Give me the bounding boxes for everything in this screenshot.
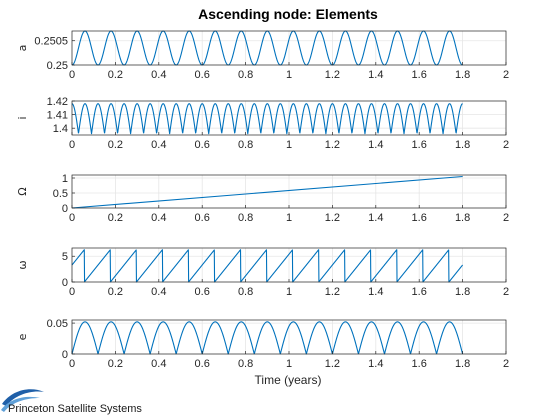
x-tick-label-a-7: 1.4 xyxy=(368,69,383,81)
x-tick-label-omega-5: 1 xyxy=(286,286,292,298)
x-tick-label-omega-cap-4: 0.8 xyxy=(238,212,253,224)
x-tick-label-omega-cap-0: 0 xyxy=(69,212,75,224)
y-tick-label-omega-cap-2: 1 xyxy=(62,173,68,185)
y-axis-label-omega: ω xyxy=(16,260,29,269)
y-tick-label-omega-1: 5 xyxy=(62,251,68,263)
x-tick-label-e-9: 1.8 xyxy=(455,358,470,370)
figure-title: Ascending node: Elements xyxy=(198,6,378,22)
y-tick-label-e-0: 0 xyxy=(62,349,68,361)
x-tick-label-a-5: 1 xyxy=(286,69,292,81)
x-tick-label-omega-cap-6: 1.2 xyxy=(325,212,340,224)
y-tick-label-omega-cap-0: 0 xyxy=(62,203,68,215)
y-tick-label-e-1: 0.05 xyxy=(47,318,68,330)
x-tick-label-omega-3: 0.6 xyxy=(195,286,210,298)
x-tick-label-omega-10: 2 xyxy=(503,286,509,298)
x-tick-label-a-4: 0.8 xyxy=(238,69,253,81)
y-axis-label-e: e xyxy=(16,333,29,340)
x-tick-label-e-1: 0.2 xyxy=(108,358,123,370)
x-tick-label-e-7: 1.4 xyxy=(368,358,383,370)
x-tick-label-a-0: 0 xyxy=(69,69,75,81)
x-tick-label-omega-9: 1.8 xyxy=(455,286,470,298)
x-axis-label: Time (years) xyxy=(255,373,322,387)
y-tick-label-a-1: 0.2505 xyxy=(34,36,68,48)
x-tick-label-omega-cap-7: 1.4 xyxy=(368,212,383,224)
x-tick-label-i-8: 1.6 xyxy=(412,139,427,151)
y-axis-label-a: a xyxy=(16,45,29,52)
x-tick-label-omega-7: 1.4 xyxy=(368,286,383,298)
x-tick-label-i-9: 1.8 xyxy=(455,139,470,151)
x-tick-label-a-2: 0.4 xyxy=(151,69,166,81)
x-tick-label-omega-cap-10: 2 xyxy=(503,212,509,224)
x-tick-label-e-0: 0 xyxy=(69,358,75,370)
x-tick-label-omega-cap-2: 0.4 xyxy=(151,212,166,224)
x-tick-label-i-0: 0 xyxy=(69,139,75,151)
x-tick-label-i-1: 0.2 xyxy=(108,139,123,151)
x-tick-label-omega-cap-9: 1.8 xyxy=(455,212,470,224)
x-tick-label-omega-8: 1.6 xyxy=(412,286,427,298)
x-tick-label-a-6: 1.2 xyxy=(325,69,340,81)
x-tick-label-i-3: 0.6 xyxy=(195,139,210,151)
y-tick-label-omega-0: 0 xyxy=(62,277,68,289)
x-tick-label-e-10: 2 xyxy=(503,358,509,370)
x-tick-label-omega-cap-5: 1 xyxy=(286,212,292,224)
x-tick-label-omega-0: 0 xyxy=(69,286,75,298)
x-tick-label-a-1: 0.2 xyxy=(108,69,123,81)
x-tick-label-a-10: 2 xyxy=(503,69,509,81)
x-tick-label-i-4: 0.8 xyxy=(238,139,253,151)
y-axis-label-omega-cap: Ω xyxy=(16,187,29,195)
logo-text: Princeton Satellite Systems xyxy=(8,403,142,415)
x-tick-label-i-10: 2 xyxy=(503,139,509,151)
y-tick-label-i-2: 1.42 xyxy=(47,96,68,108)
x-tick-label-e-3: 0.6 xyxy=(195,358,210,370)
x-tick-label-i-6: 1.2 xyxy=(325,139,340,151)
x-tick-label-e-8: 1.6 xyxy=(412,358,427,370)
x-tick-label-e-5: 1 xyxy=(286,358,292,370)
y-tick-label-a-0: 0.25 xyxy=(47,60,68,72)
x-tick-label-omega-4: 0.8 xyxy=(238,286,253,298)
y-tick-label-i-1: 1.41 xyxy=(47,110,68,122)
x-tick-label-omega-6: 1.2 xyxy=(325,286,340,298)
x-tick-label-omega-cap-8: 1.6 xyxy=(412,212,427,224)
y-tick-label-omega-cap-1: 0.5 xyxy=(53,188,68,200)
x-tick-label-e-2: 0.4 xyxy=(151,358,166,370)
x-tick-label-a-9: 1.8 xyxy=(455,69,470,81)
x-tick-label-omega-cap-3: 0.6 xyxy=(195,212,210,224)
x-tick-label-omega-cap-1: 0.2 xyxy=(108,212,123,224)
x-tick-label-i-2: 0.4 xyxy=(151,139,166,151)
x-tick-label-e-6: 1.2 xyxy=(325,358,340,370)
x-tick-label-a-3: 0.6 xyxy=(195,69,210,81)
x-tick-label-i-7: 1.4 xyxy=(368,139,383,151)
x-tick-label-i-5: 1 xyxy=(286,139,292,151)
x-tick-label-omega-2: 0.4 xyxy=(151,286,166,298)
x-tick-label-omega-1: 0.2 xyxy=(108,286,123,298)
x-tick-label-a-8: 1.6 xyxy=(412,69,427,81)
y-tick-label-i-0: 1.4 xyxy=(53,123,68,135)
x-tick-label-e-4: 0.8 xyxy=(238,358,253,370)
y-axis-label-i: i xyxy=(16,116,29,119)
